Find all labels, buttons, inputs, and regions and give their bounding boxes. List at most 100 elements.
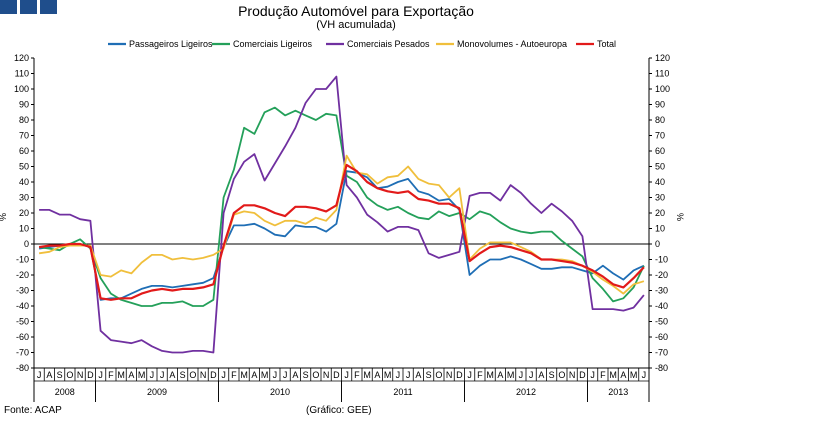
brand-square-2 [20, 0, 37, 14]
legend-label-4: Monovolumes - Autoeuropa [457, 39, 567, 49]
series-line-3 [39, 75, 645, 354]
x-tick-label: O [558, 370, 565, 380]
y-tick-label-right: 100 [655, 84, 670, 94]
legend-label-1: Passageiros Ligeiros [129, 39, 213, 49]
chart-title: Produção Automóvel para Exportação [238, 3, 474, 19]
x-tick-label: O [312, 370, 319, 380]
y-tick-label-right: 50 [655, 162, 665, 172]
x-tick-label: S [303, 370, 309, 380]
x-tick-label: M [363, 370, 371, 380]
x-tick-label: A [169, 370, 175, 380]
x-tick-label: M [507, 370, 515, 380]
x-tick-label: A [538, 370, 544, 380]
brand-logo [0, 0, 57, 14]
x-tick-label: F [354, 370, 360, 380]
year-label: 2010 [270, 387, 290, 397]
x-tick-label: J [467, 370, 472, 380]
y-tick-label-right: 120 [655, 53, 670, 63]
x-tick-label: J [519, 370, 524, 380]
y-tick-label-left: 20 [19, 208, 29, 218]
y-tick-label-right: 30 [655, 193, 665, 203]
y-tick-label-right: -30 [655, 286, 668, 296]
x-tick-label: M [630, 370, 638, 380]
x-tick-label: J [98, 370, 103, 380]
x-tick-label: F [231, 370, 237, 380]
chart-axes: -80 -80 -70 -70 -60 -60 -50 -50 -40 -40 -30 -30 -20 -… [0, 53, 685, 402]
x-tick-label: A [415, 370, 421, 380]
y-tick-label-right: 90 [655, 100, 665, 110]
x-tick-label: N [569, 370, 576, 380]
x-tick-label: N [77, 370, 84, 380]
legend-label-5: Total [597, 39, 616, 49]
x-tick-label: J [273, 370, 278, 380]
y-tick-label-left: -40 [16, 301, 29, 311]
x-tick-label: M [261, 370, 269, 380]
x-tick-label: S [180, 370, 186, 380]
chart-subtitle: (VH acumulada) [316, 19, 396, 31]
y-tick-label-right: -40 [655, 301, 668, 311]
y-tick-label-right: 20 [655, 208, 665, 218]
y-tick-label-left: 40 [19, 177, 29, 187]
year-label: 2011 [393, 387, 412, 397]
x-tick-label: D [210, 370, 217, 380]
x-tick-label: M [117, 370, 125, 380]
x-tick-label: A [128, 370, 134, 380]
x-tick-label: F [600, 370, 606, 380]
x-tick-label: J [406, 370, 411, 380]
x-tick-label: S [549, 370, 555, 380]
x-tick-label: D [579, 370, 586, 380]
y-tick-label-right: 70 [655, 131, 665, 141]
series-line-2 [38, 106, 645, 307]
x-tick-label: M [384, 370, 392, 380]
x-tick-label: F [108, 370, 114, 380]
source-note: Fonte: ACAP [4, 405, 62, 416]
x-tick-label: S [426, 370, 432, 380]
x-tick-label: M [486, 370, 494, 380]
y-tick-label-right: -10 [655, 255, 668, 265]
y-tick-label-left: 0 [24, 239, 29, 249]
y-tick-label-left: 60 [19, 146, 29, 156]
series-line-4 [38, 154, 645, 295]
y-tick-label-left: -70 [16, 348, 29, 358]
y-tick-label-left: 70 [19, 131, 29, 141]
brand-square-1 [0, 0, 17, 14]
x-tick-label: N [323, 370, 330, 380]
x-tick-label: A [46, 370, 52, 380]
y-tick-label-left: -10 [16, 255, 29, 265]
y-tick-label-right: 10 [655, 224, 665, 234]
x-tick-label: O [189, 370, 196, 380]
x-tick-label: M [138, 370, 146, 380]
year-label: 2008 [55, 387, 75, 397]
x-tick-label: M [240, 370, 248, 380]
x-tick-label: A [620, 370, 626, 380]
y-tick-label-right: 60 [655, 146, 665, 156]
y-tick-label-left: 120 [14, 53, 29, 63]
x-tick-label: J [642, 370, 647, 380]
y-tick-label-right: -50 [655, 317, 668, 327]
y-tick-label-left: 110 [15, 69, 29, 79]
x-tick-label: N [200, 370, 207, 380]
y-tick-label-left: -50 [16, 317, 29, 327]
x-tick-label: A [374, 370, 380, 380]
credit-note: (Gráfico: GEE) [306, 405, 372, 416]
y-tick-label-right: -20 [655, 270, 668, 280]
x-tick-label: M [609, 370, 617, 380]
legend-label-3: Comerciais Pesados [347, 39, 430, 49]
x-tick-label: J [160, 370, 165, 380]
y-tick-label-left: 10 [19, 224, 29, 234]
x-tick-label: D [333, 370, 340, 380]
y-tick-label-right: 0 [655, 239, 660, 249]
x-tick-label: A [251, 370, 257, 380]
y-axis-title-left: % [0, 213, 8, 221]
x-tick-label: D [456, 370, 463, 380]
year-label: 2012 [516, 387, 536, 397]
y-tick-label-right: 110 [655, 69, 669, 79]
y-tick-label-right: -80 [655, 363, 668, 373]
y-tick-label-left: 100 [14, 84, 29, 94]
x-tick-label: N [446, 370, 453, 380]
y-tick-label-left: -20 [16, 270, 29, 280]
y-tick-label-right: -70 [655, 348, 668, 358]
x-tick-label: F [477, 370, 483, 380]
x-tick-label: J [283, 370, 288, 380]
x-tick-label: O [435, 370, 442, 380]
